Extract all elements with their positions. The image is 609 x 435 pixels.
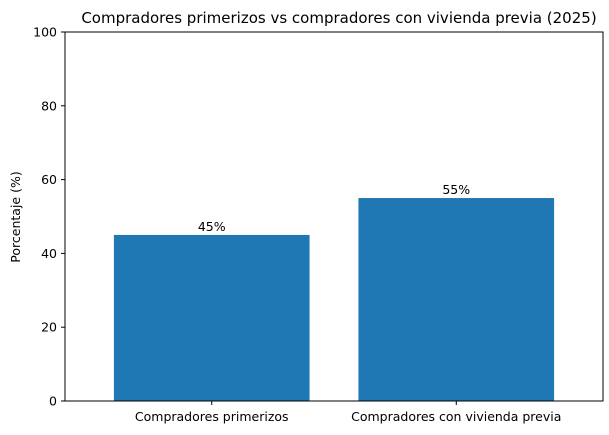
y-axis-label: Porcentaje (%) <box>8 171 23 262</box>
y-tick-label-1: 20 <box>41 320 57 335</box>
y-ticks-group: 0 20 40 60 80 100 <box>33 25 65 409</box>
data-label-1: 55% <box>442 182 470 197</box>
plot-frame <box>64 31 604 402</box>
y-tick-label-2: 40 <box>41 246 57 261</box>
bar-1 <box>358 198 555 401</box>
y-tick-label-3: 60 <box>41 172 57 187</box>
x-tick-label-0: Compradores primerizos <box>135 409 289 424</box>
y-tick-label-0: 0 <box>49 394 57 409</box>
y-tick-label-5: 100 <box>33 25 57 40</box>
x-ticks-group: Compradores primerizos Compradores con vi… <box>135 401 561 424</box>
bars-group: 45% 55% <box>113 182 555 401</box>
x-tick-label-1: Compradores con vivienda previa <box>351 409 561 424</box>
bar-0 <box>113 234 310 401</box>
data-label-0: 45% <box>198 219 226 234</box>
y-tick-label-4: 80 <box>41 98 57 113</box>
chart-title: Compradores primerizos vs compradores co… <box>81 9 596 27</box>
